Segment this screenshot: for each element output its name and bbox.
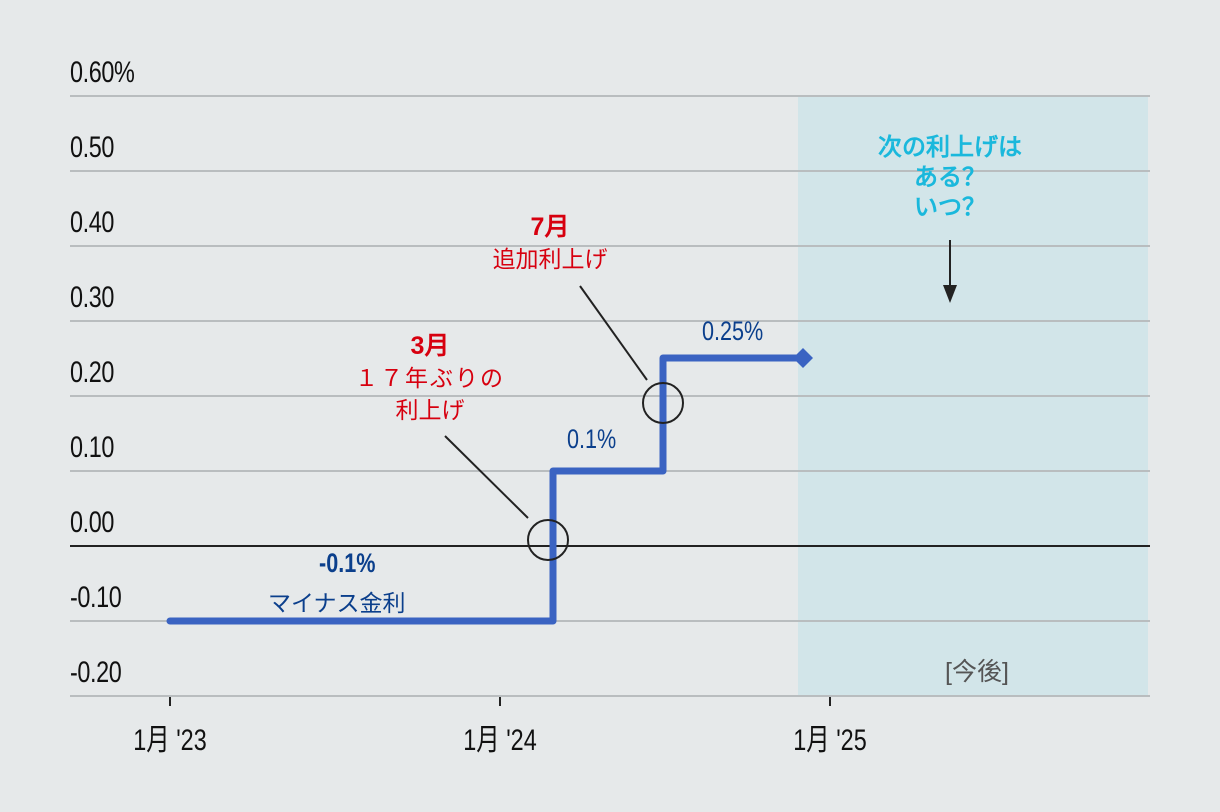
rate-step-line — [166, 354, 804, 625]
y-tick-label: 0.00 — [70, 506, 114, 539]
y-tick-label: 0.40 — [70, 206, 114, 239]
march-month-label: 3月 — [410, 332, 450, 360]
y-tick-label: 0.30 — [70, 281, 114, 314]
neg-rate-desc-label: マイナス金利 — [268, 590, 406, 616]
july-leader-line — [579, 285, 648, 381]
mid-rate-value-label: 0.1% — [567, 424, 617, 454]
end-diamond-marker — [793, 348, 813, 368]
future-line3: いつ？ — [914, 194, 986, 221]
future-line1: 次の利上げは — [878, 134, 1022, 161]
july-month-label: 7月 — [530, 213, 570, 241]
x-ticks — [169, 697, 831, 706]
march-line1: １７年ぶりの — [355, 365, 505, 391]
future-line2: ある？ — [914, 164, 986, 191]
future-arrow-head — [943, 285, 957, 303]
y-tick-label: 0.60% — [70, 56, 135, 89]
y-tick-label: 0.20 — [70, 356, 114, 389]
y-tick-label: -0.20 — [70, 656, 122, 689]
future-annotation: 次の利上げは ある？ いつ？ — [860, 133, 1040, 223]
july-circle-marker — [642, 382, 684, 424]
march-leader-line — [444, 435, 529, 519]
july-annotation: 7月 追加利上げ — [460, 210, 640, 274]
y-tick-label: -0.10 — [70, 581, 122, 614]
y-tick-label: 0.10 — [70, 431, 114, 464]
x-tick-label: 1月 '25 — [793, 724, 867, 757]
x-tick-label: 1月 '23 — [133, 724, 207, 757]
march-circle-marker — [527, 519, 569, 561]
high-rate-value-label: 0.25% — [702, 316, 764, 346]
march-line2: 利上げ — [395, 397, 465, 423]
x-tick-label: 1月 '24 — [463, 724, 537, 757]
forecast-region-label: [今後] — [945, 658, 1009, 686]
y-tick-label: 0.50 — [70, 131, 114, 164]
july-line1: 追加利上げ — [492, 246, 608, 272]
neg-rate-value-label: -0.1% — [319, 548, 376, 578]
march-annotation: 3月 １７年ぶりの 利上げ — [330, 330, 530, 426]
